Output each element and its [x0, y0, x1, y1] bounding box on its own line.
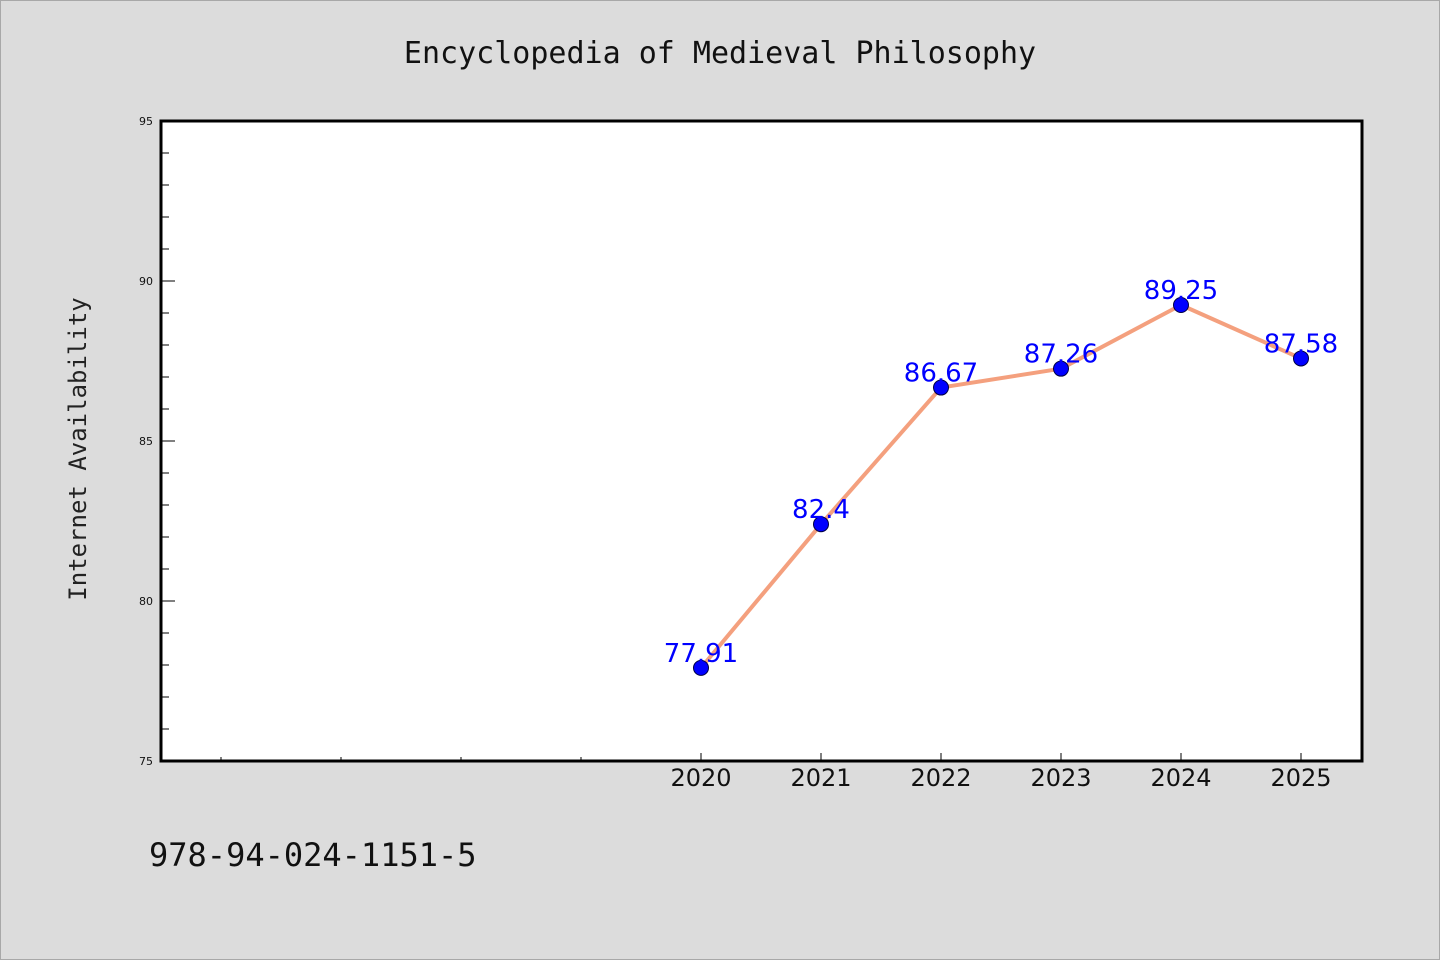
isbn-label: 978-94-024-1151-5: [149, 836, 477, 874]
y-tick-label: 80: [139, 595, 153, 608]
y-axis-label: Internet Availability: [64, 297, 92, 600]
data-label: 87.58: [1264, 329, 1338, 359]
chart-title: Encyclopedia of Medieval Philosophy: [404, 36, 1036, 71]
y-axis-ticks: 75 80 85 90 95: [139, 115, 175, 768]
data-point-marker: [1293, 350, 1309, 367]
x-tick-label: 2025: [1270, 764, 1331, 792]
data-label: 89.25: [1144, 276, 1218, 306]
data-markers: [693, 297, 1309, 676]
y-tick-label: 75: [139, 755, 153, 768]
series-line: [699, 303, 1302, 670]
data-label: 87.26: [1024, 340, 1098, 370]
x-tick-label: 2024: [1150, 764, 1211, 792]
x-tick-label: 2020: [670, 764, 731, 792]
y-tick-label: 95: [139, 115, 153, 128]
data-label: 77.91: [664, 639, 738, 669]
plot-area: [159, 119, 1364, 763]
data-point-marker: [1173, 297, 1189, 313]
x-axis-ticks: 2020 2021 2022 2023 2024 2025: [670, 753, 1332, 792]
data-label: 82.4: [792, 495, 850, 525]
y-tick-label: 90: [139, 275, 153, 288]
data-point-marker: [813, 516, 829, 533]
x-tick-label: 2021: [790, 764, 851, 792]
data-point-marker: [1053, 360, 1069, 377]
data-point-marker: [933, 379, 949, 396]
data-label: 86.67: [904, 359, 978, 389]
x-tick-label: 2023: [1030, 764, 1091, 792]
x-tick-label: 2022: [910, 764, 971, 792]
data-point-marker: [693, 659, 709, 676]
y-tick-label: 85: [139, 435, 153, 448]
data-labels: 77.91 82.4 86.67 87.26 89.25 87.58: [664, 276, 1338, 669]
